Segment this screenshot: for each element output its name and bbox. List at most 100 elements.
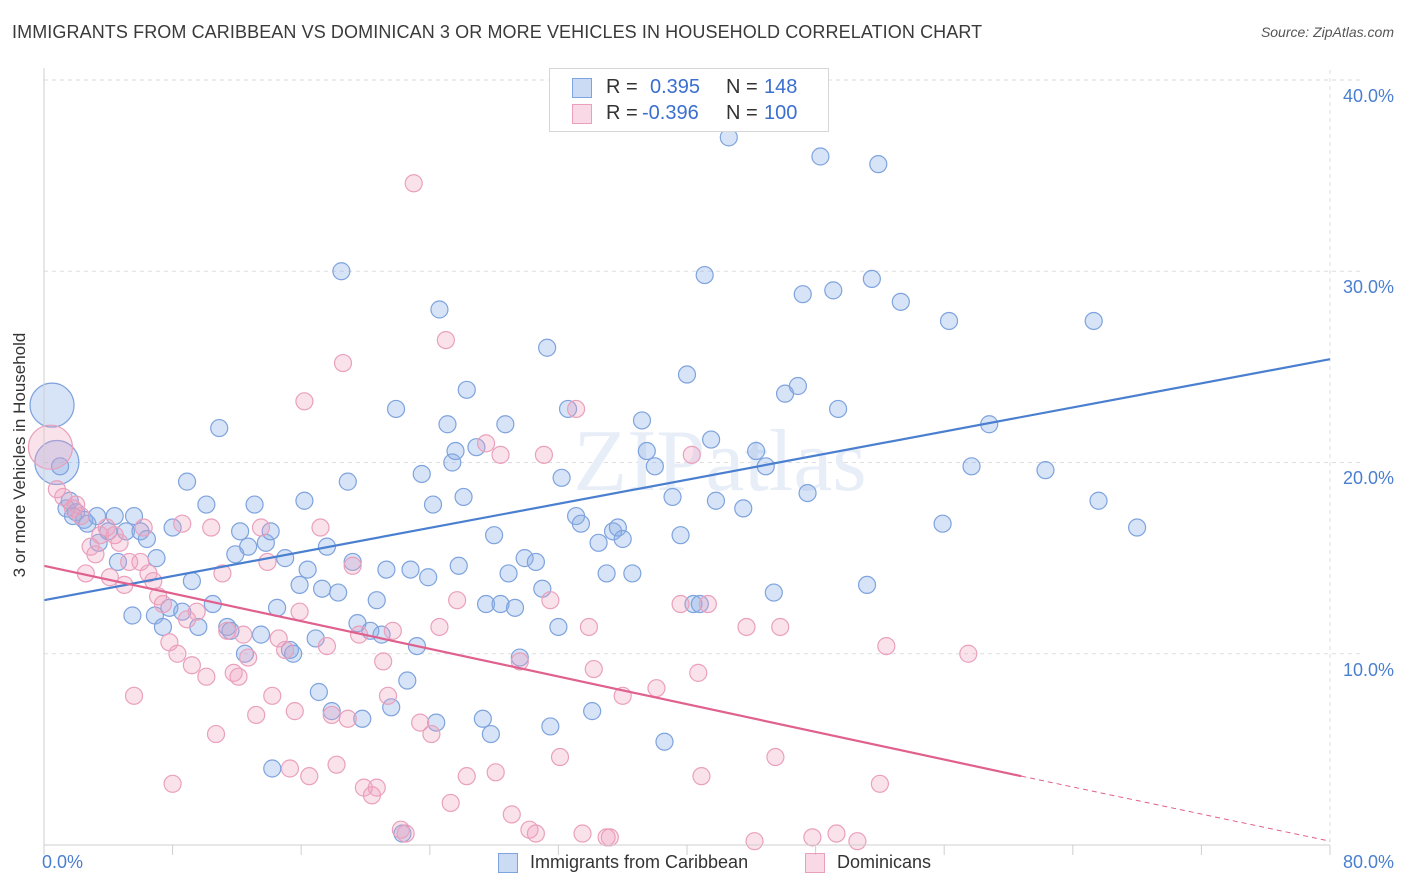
point-dominicans <box>745 832 764 851</box>
point-caribbean <box>939 311 959 331</box>
point-dominicans <box>827 824 846 843</box>
point-caribbean <box>210 418 229 438</box>
point-dominicans <box>338 709 357 728</box>
legend-n-value: 100 <box>764 101 798 124</box>
source-label: Source: ZipAtlas.com <box>1260 24 1394 40</box>
point-caribbean <box>891 292 910 311</box>
point-caribbean <box>182 571 201 591</box>
point-caribbean <box>695 265 714 285</box>
point-caribbean <box>446 441 465 461</box>
point-dominicans <box>177 610 197 629</box>
point-dominicans <box>584 659 603 679</box>
point-caribbean <box>510 648 529 667</box>
point-caribbean <box>457 380 476 399</box>
point-caribbean <box>197 495 216 514</box>
point-dominicans <box>276 640 295 660</box>
point-dominicans <box>229 667 248 686</box>
point-caribbean <box>1089 491 1108 510</box>
point-caribbean <box>869 155 888 174</box>
point-caribbean <box>153 617 173 637</box>
point-caribbean <box>933 514 952 533</box>
point-dominicans <box>457 767 476 786</box>
point-dominicans <box>251 518 271 537</box>
point-dominicans <box>218 621 237 640</box>
point-caribbean <box>147 549 166 568</box>
point-caribbean <box>655 732 674 751</box>
point-dominicans <box>290 602 309 621</box>
point-dominicans <box>510 652 529 671</box>
point-dominicans <box>182 656 201 675</box>
point-dominicans <box>441 793 460 813</box>
point-dominicans <box>110 533 129 552</box>
point-dominicans <box>396 824 415 843</box>
y-axis-label: 3 or more Vehicles in Household <box>10 332 29 578</box>
point-dominicans <box>280 759 300 778</box>
point-caribbean <box>298 560 317 579</box>
point-caribbean <box>552 468 571 487</box>
point-dominicans <box>411 713 430 732</box>
point-dominicans <box>239 648 258 667</box>
trend-line-dominicans-extension <box>1021 775 1331 842</box>
point-dominicans <box>285 702 304 721</box>
point-caribbean <box>177 472 197 491</box>
axes <box>43 68 1331 855</box>
point-dominicans <box>234 625 253 644</box>
point-caribbean <box>443 453 462 472</box>
point-dominicans <box>566 399 586 419</box>
point-caribbean <box>1127 518 1147 537</box>
point-dominicans <box>448 591 467 610</box>
point-dominicans <box>766 747 785 767</box>
point-caribbean <box>541 717 560 736</box>
trend-lines <box>43 358 1331 842</box>
point-caribbean <box>449 556 468 575</box>
point-caribbean <box>251 625 271 644</box>
point-dominicans <box>311 518 330 537</box>
point-caribbean <box>485 526 504 545</box>
point-dominicans <box>422 724 441 744</box>
point-caribbean <box>438 415 457 434</box>
point-caribbean <box>312 579 332 598</box>
point-dominicans <box>600 828 619 847</box>
bottom-legend-swatch-blue <box>498 852 518 873</box>
point-dominicans <box>573 824 592 843</box>
x-tick-label-max: 80.0% <box>1342 852 1394 872</box>
point-caribbean <box>747 441 766 461</box>
point-caribbean <box>430 300 449 319</box>
point-caribbean <box>427 713 446 732</box>
bottom-legend-dominicans: Dominicans <box>805 852 931 873</box>
point-caribbean <box>538 338 557 357</box>
point-caribbean <box>338 472 357 491</box>
point-dominicans <box>197 667 216 686</box>
point-caribbean <box>412 464 431 484</box>
point-dominicans <box>187 602 206 621</box>
series-dominicans <box>27 174 978 851</box>
point-dominicans <box>163 774 182 793</box>
point-dominicans <box>300 767 319 786</box>
point-dominicans <box>269 629 288 648</box>
point-caribbean <box>829 399 848 419</box>
point-caribbean <box>684 594 703 614</box>
point-caribbean <box>295 491 314 510</box>
point-dominicans <box>877 636 896 656</box>
point-dominicans <box>202 518 221 537</box>
point-caribbean <box>377 560 396 579</box>
point-dominicans <box>27 424 74 470</box>
point-caribbean <box>505 598 525 617</box>
point-caribbean <box>589 533 608 552</box>
point-caribbean <box>332 262 351 281</box>
point-caribbean <box>515 549 534 568</box>
point-caribbean <box>811 147 830 166</box>
point-dominicans <box>247 705 266 725</box>
point-caribbean <box>473 709 492 728</box>
point-caribbean <box>245 495 264 514</box>
point-caribbean <box>496 415 515 434</box>
point-caribbean <box>526 552 545 572</box>
legend-swatch-blue <box>572 78 592 98</box>
point-dominicans <box>322 705 341 725</box>
point-caribbean <box>824 281 843 300</box>
point-dominicans <box>476 434 496 453</box>
point-caribbean <box>261 522 280 541</box>
legend-r-label: R = <box>606 101 638 124</box>
point-caribbean <box>353 709 372 728</box>
